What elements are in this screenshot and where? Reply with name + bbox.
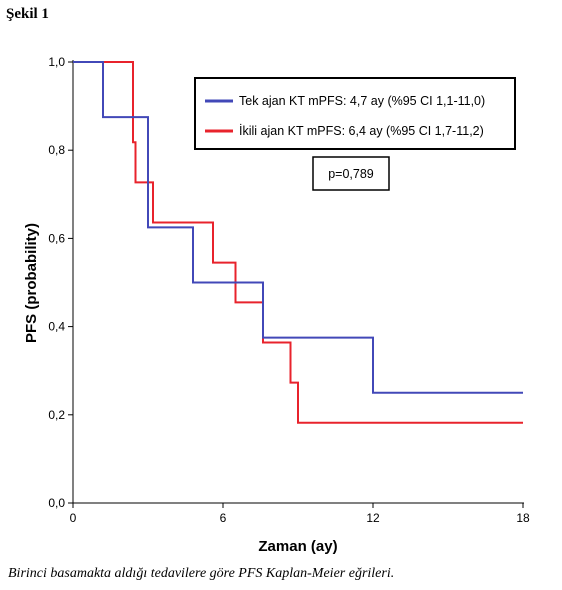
figure-caption: Birinci basamakta aldığı tedavilere göre… bbox=[8, 566, 395, 581]
survival-curves bbox=[73, 61, 523, 424]
x-tick-label: 6 bbox=[220, 511, 227, 525]
y-tick-label: 0,2 bbox=[48, 408, 65, 422]
legend-label-1: Tek ajan KT mPFS: 4,7 ay (%95 CI 1,1-11,… bbox=[239, 94, 485, 108]
x-tick-label: 12 bbox=[366, 511, 380, 525]
p-value-box: p=0,789 bbox=[312, 156, 390, 191]
y-tick-label: 0,0 bbox=[48, 496, 65, 510]
y-tick-label: 0,4 bbox=[48, 320, 65, 334]
axes bbox=[68, 60, 524, 508]
series-line-2 bbox=[73, 61, 523, 424]
series-line-1 bbox=[73, 61, 523, 394]
kaplan-meier-chart: 0,0 0,2 0,4 0,6 0,8 1,0 0 6 12 18 PFS (probabilit… bbox=[23, 55, 530, 555]
figure-label: Şekil 1 bbox=[6, 6, 49, 22]
x-tick-label: 0 bbox=[70, 511, 77, 525]
legend: Tek ajan KT mPFS: 4,7 ay (%95 CI 1,1-11,… bbox=[194, 77, 516, 150]
x-axis-title: Zaman (ay) bbox=[258, 538, 337, 555]
legend-label-2: İkili ajan KT mPFS: 6,4 ay (%95 CI 1,7-1… bbox=[239, 124, 484, 138]
p-value-text: p=0,789 bbox=[328, 167, 374, 181]
tick-labels: 0,0 0,2 0,4 0,6 0,8 1,0 0 6 12 18 bbox=[48, 55, 530, 525]
y-tick-label: 0,6 bbox=[48, 231, 65, 245]
y-axis-title: PFS (probability) bbox=[23, 223, 40, 343]
y-tick-label: 1,0 bbox=[48, 55, 65, 69]
x-tick-label: 18 bbox=[516, 511, 530, 525]
y-tick-label: 0,8 bbox=[48, 143, 65, 157]
